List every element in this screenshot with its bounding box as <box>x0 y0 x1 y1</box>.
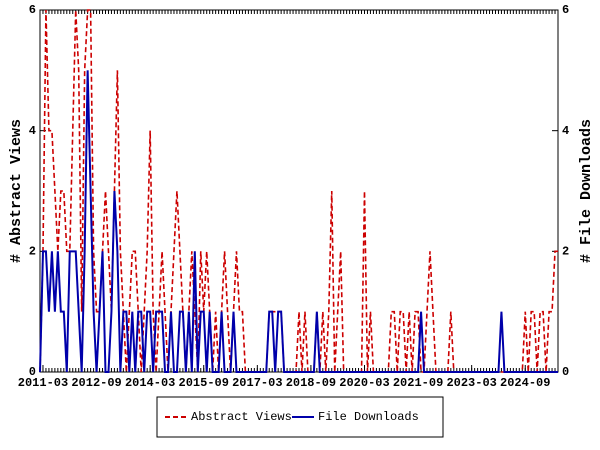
legend-label: Abstract Views <box>191 410 292 424</box>
x-tick-label: 2011-03 <box>18 376 68 390</box>
x-tick-label: 2020-03 <box>339 376 389 390</box>
y-tick-label: 4 <box>29 124 36 138</box>
x-tick-label: 2024-09 <box>500 376 550 390</box>
x-tick-label: 2021-09 <box>393 376 443 390</box>
y-tick-label: 2 <box>29 245 36 259</box>
legend-label: File Downloads <box>318 410 419 424</box>
y-axis-label: # Abstract Views <box>8 119 25 263</box>
y-tick-label: 6 <box>29 3 36 17</box>
y2-tick-label: 0 <box>562 365 569 379</box>
x-tick-label: 2017-03 <box>232 376 282 390</box>
y-tick-label: 0 <box>29 365 36 379</box>
y2-tick-label: 6 <box>562 3 569 17</box>
x-tick-label: 2018-09 <box>286 376 336 390</box>
y2-axis-label: # File Downloads <box>578 119 595 263</box>
x-tick-label: 2023-03 <box>446 376 496 390</box>
x-tick-label: 2012-09 <box>71 376 121 390</box>
series-line <box>39 70 558 373</box>
x-tick-label: 2014-03 <box>125 376 175 390</box>
x-tick-label: 2015-09 <box>179 376 229 390</box>
y2-tick-label: 2 <box>562 245 569 259</box>
y2-tick-label: 4 <box>562 124 569 138</box>
